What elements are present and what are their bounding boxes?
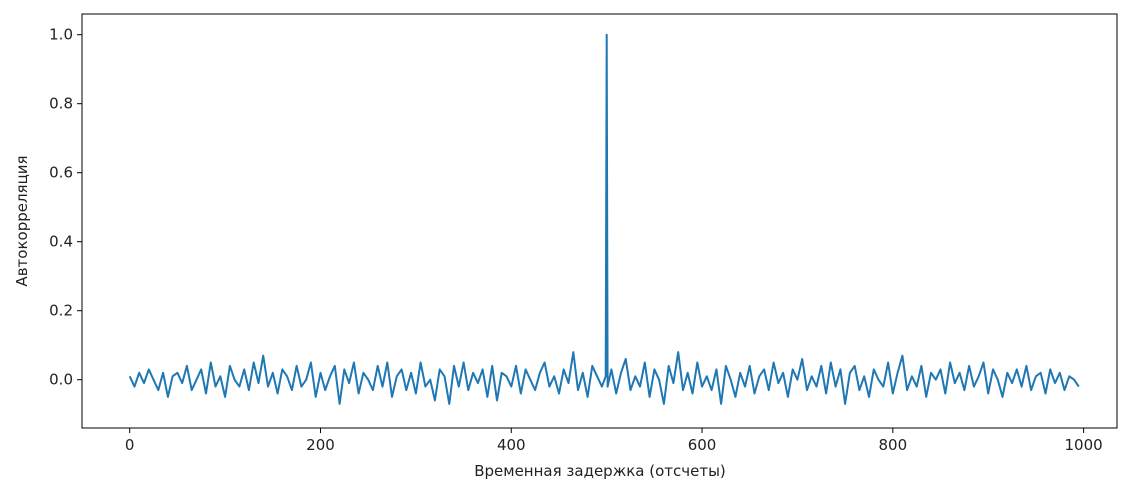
axes-frame — [81, 13, 1118, 429]
y-tick-label: 0.0 — [49, 371, 73, 389]
y-tick-label: 0.6 — [49, 164, 73, 182]
x-axis: 0 200 400 600 800 1000 — [125, 428, 1103, 454]
x-tick-label: 600 — [688, 436, 717, 454]
y-tick-label: 0.4 — [49, 233, 73, 251]
x-tick-label: 1000 — [1065, 436, 1103, 454]
plot-area — [128, 33, 1080, 405]
x-tick-label: 800 — [879, 436, 908, 454]
x-tick-label: 0 — [125, 436, 135, 454]
y-tick-label: 0.2 — [49, 302, 73, 320]
x-tick-label: 200 — [306, 436, 335, 454]
autocorrelation-line — [128, 33, 1080, 405]
y-axis: 0.0 0.2 0.4 0.6 0.8 1.0 — [49, 26, 82, 389]
y-axis-label: Автокорреляция — [13, 155, 31, 286]
x-axis-label: Временная задержка (отсчеты) — [474, 462, 726, 480]
y-tick-label: 0.8 — [49, 95, 73, 113]
x-tick-label: 400 — [497, 436, 526, 454]
y-tick-label: 1.0 — [49, 26, 73, 44]
